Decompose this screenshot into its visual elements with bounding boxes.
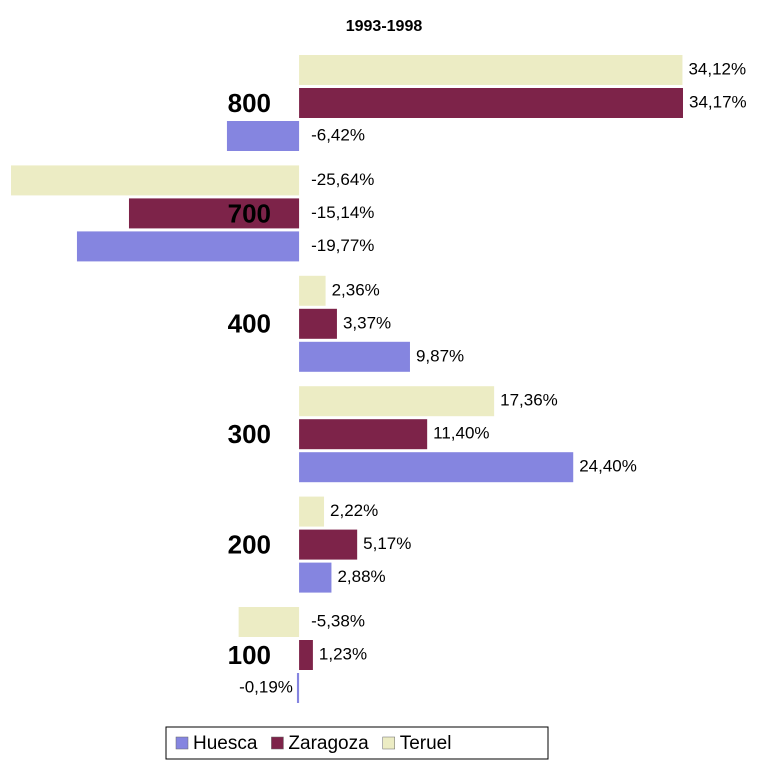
category-label: 200 — [228, 529, 271, 559]
legend-box — [165, 726, 549, 760]
bar — [128, 198, 300, 229]
value-label: 2,36% — [332, 280, 380, 299]
value-label: -15,14% — [311, 203, 374, 222]
bar — [299, 55, 683, 85]
bar — [299, 88, 683, 118]
value-label: -25,64% — [311, 170, 374, 189]
bar — [299, 419, 428, 450]
value-label: 34,12% — [688, 59, 746, 78]
bar — [296, 673, 300, 703]
legend-label: Teruel — [400, 733, 452, 754]
legend-swatch — [382, 736, 395, 750]
bar — [299, 529, 358, 560]
bar — [299, 386, 495, 417]
chart-title: 1993-1998 — [346, 18, 423, 35]
bar — [299, 562, 332, 593]
value-label: 34,17% — [689, 92, 747, 111]
value-label: -6,42% — [311, 125, 365, 144]
value-label: 17,36% — [500, 391, 558, 410]
category-label: 400 — [228, 309, 271, 339]
value-label: 5,17% — [363, 534, 411, 553]
bar — [76, 231, 300, 262]
legend-swatch — [175, 736, 189, 750]
bar — [226, 121, 300, 151]
legend-label: Zaragoza — [288, 733, 369, 754]
value-label: -5,38% — [311, 611, 365, 630]
value-label: 2,88% — [337, 567, 385, 586]
bar — [299, 341, 410, 372]
value-label: 24,40% — [579, 457, 637, 476]
bar — [11, 165, 300, 196]
category-label: 100 — [228, 640, 271, 670]
category-label: 300 — [228, 419, 271, 449]
value-label: -19,77% — [311, 236, 374, 255]
value-label: -0,19% — [239, 677, 293, 696]
bar — [238, 607, 300, 637]
bar — [299, 308, 337, 339]
value-label: 9,87% — [416, 346, 464, 365]
value-label: 11,40% — [433, 424, 489, 443]
value-label: 2,22% — [330, 501, 378, 520]
bar — [299, 452, 574, 483]
category-label: 700 — [228, 198, 271, 228]
value-label: 1,23% — [319, 644, 367, 663]
value-label: 3,37% — [343, 313, 391, 332]
legend-label: Huesca — [193, 733, 258, 754]
bar — [299, 275, 326, 306]
category-label: 800 — [228, 88, 271, 118]
legend-swatch — [271, 736, 284, 750]
bar — [299, 496, 325, 527]
bar — [299, 640, 313, 670]
